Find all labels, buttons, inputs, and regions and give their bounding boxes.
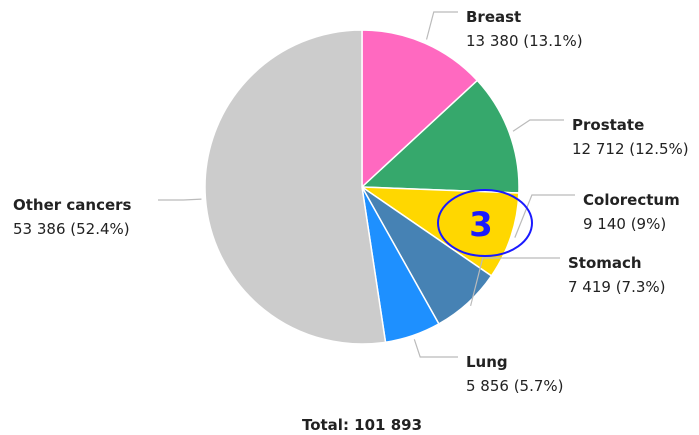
total-label: Total: 101 893	[302, 416, 422, 434]
leader-line	[514, 194, 575, 238]
slice-name: Breast	[466, 8, 521, 26]
leader-line	[158, 198, 202, 201]
slice-name: Colorectum	[583, 191, 680, 209]
pie-slice	[204, 29, 387, 345]
slice-name: Lung	[466, 353, 508, 371]
pie-slice	[360, 79, 520, 194]
slice-name: Other cancers	[13, 196, 132, 214]
leader-line	[425, 11, 458, 40]
value-label: 7 419 (7.3%)	[568, 278, 666, 296]
value-label: 13 380 (13.1%)	[466, 32, 583, 50]
leader-line	[413, 339, 458, 358]
leader-line	[512, 119, 564, 132]
value-label: 9 140 (9%)	[583, 215, 666, 233]
slice-name: Stomach	[568, 254, 642, 272]
slice-name: Prostate	[572, 116, 644, 134]
value-label: 53 386 (52.4%)	[13, 220, 130, 238]
pie-slice	[361, 29, 479, 189]
value-label: 5 856 (5.7%)	[466, 377, 564, 395]
annotation-circle	[437, 189, 533, 257]
annotation-badge: 3	[469, 205, 493, 245]
value-label: 12 712 (12.5%)	[572, 140, 689, 158]
leader-line	[470, 257, 560, 307]
